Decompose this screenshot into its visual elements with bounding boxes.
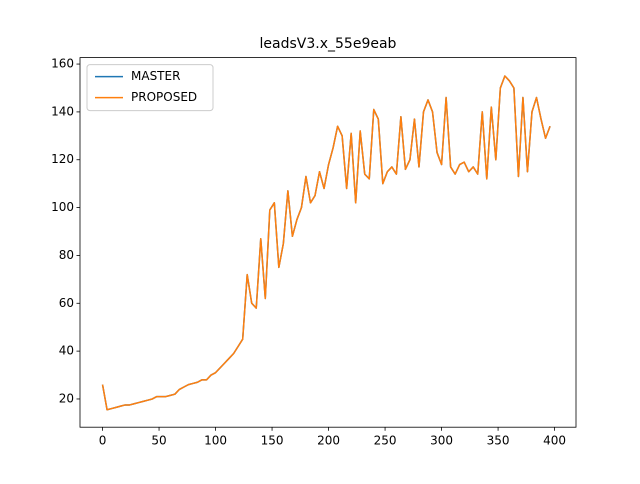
y-tick-label: 140 <box>51 104 74 118</box>
series-line <box>101 75 551 411</box>
y-tick-label: 80 <box>59 248 74 262</box>
y-tick-label: 40 <box>59 344 74 358</box>
x-tick-label: 350 <box>487 434 510 448</box>
x-tick-label: 250 <box>374 434 397 448</box>
x-tick-label: 300 <box>430 434 453 448</box>
y-tick-label: 20 <box>59 391 74 405</box>
x-tick-label: 0 <box>99 434 107 448</box>
y-tick-label: 100 <box>51 200 74 214</box>
y-tick-label: 120 <box>51 152 74 166</box>
plot-frame <box>79 57 577 428</box>
x-tick-label: 100 <box>204 434 227 448</box>
y-tick-label: 160 <box>51 57 74 71</box>
legend-label: PROPOSED <box>131 90 197 104</box>
x-tick-label: 50 <box>151 434 166 448</box>
x-tick-label: 400 <box>543 434 566 448</box>
x-tick-label: 200 <box>317 434 340 448</box>
x-tick-label: 150 <box>261 434 284 448</box>
chart-title: leadsV3.x_55e9eab <box>260 36 397 52</box>
legend-label: MASTER <box>131 69 180 83</box>
y-tick-label: 60 <box>59 296 74 310</box>
